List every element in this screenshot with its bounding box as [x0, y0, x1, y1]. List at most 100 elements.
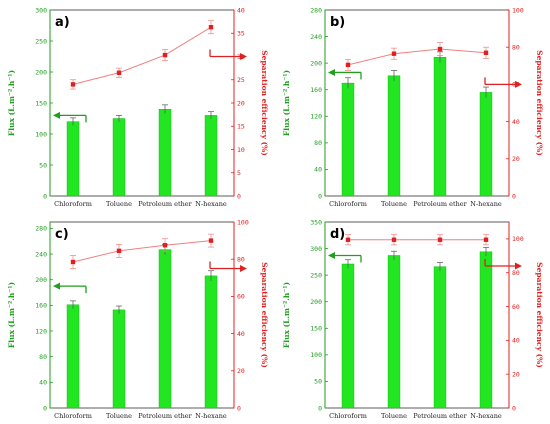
- right-tick-label: 40: [237, 330, 245, 338]
- left-tick-label: 200: [310, 298, 322, 306]
- efficiency-marker: [162, 243, 168, 248]
- x-tick-label: Chloroform: [329, 200, 367, 208]
- left-tick-label: 0: [318, 192, 322, 200]
- flux-bar: [341, 263, 355, 409]
- left-arrowhead: [53, 111, 60, 119]
- left-tick-label: 240: [310, 33, 322, 41]
- left-tick-label: 120: [310, 113, 322, 121]
- left-axis-label: Flux (L.m⁻².h⁻¹): [282, 282, 291, 348]
- flux-bar: [66, 121, 80, 197]
- right-tick-label: 80: [237, 256, 245, 264]
- right-arrowhead: [515, 80, 522, 88]
- right-arrowhead: [240, 53, 247, 60]
- efficiency-marker: [116, 70, 122, 75]
- right-tick-label: 20: [237, 367, 245, 375]
- right-tick-label: 80: [512, 44, 520, 52]
- right-tick-label: 40: [237, 6, 245, 14]
- efficiency-line: [72, 26, 212, 85]
- right-tick-label: 20: [512, 370, 520, 378]
- right-tick-label: 20: [237, 99, 245, 107]
- left-tick-label: 0: [318, 404, 322, 412]
- chart-svg: 0501001502002503000510152025303540Flux (…: [7, 6, 269, 208]
- left-tick-label: 50: [39, 161, 47, 169]
- left-tick-label: 0: [43, 192, 47, 200]
- flux-bar: [479, 92, 493, 197]
- x-tick-label: Chloroform: [54, 200, 92, 208]
- efficiency-line: [347, 48, 487, 66]
- left-arrowhead: [328, 68, 335, 76]
- efficiency-line: [72, 240, 212, 263]
- left-tick-label: 100: [310, 351, 322, 359]
- left-tick-label: 120: [35, 327, 47, 335]
- left-tick-label: 0: [43, 404, 47, 412]
- flux-bar: [433, 266, 447, 409]
- panel-label: d): [330, 227, 345, 242]
- chart-svg: 0 50 100 150 200 250 300 350 0 20 40 60 80 100 Flux (L…: [282, 218, 544, 420]
- left-arrowhead: [328, 251, 335, 259]
- efficiency-marker: [345, 237, 351, 242]
- x-tick-label: Petroleum ether: [413, 200, 467, 208]
- left-tick-label: 150: [35, 99, 47, 107]
- left-tick-label: 280: [310, 6, 322, 14]
- left-tick-label: 200: [310, 59, 322, 67]
- x-tick-label: N-hexane: [470, 200, 502, 208]
- x-tick-label: Toluene: [381, 412, 407, 420]
- right-tick-label: 100: [512, 6, 524, 14]
- panel-label: c): [55, 227, 69, 242]
- flux-bar: [158, 249, 172, 409]
- right-tick-label: 60: [237, 293, 245, 301]
- right-tick-label: 0: [512, 404, 516, 412]
- efficiency-marker: [116, 248, 122, 254]
- flux-bar: [204, 115, 218, 197]
- left-tick-label: 280: [35, 225, 47, 233]
- left-axis-label: Flux (L.m⁻².h⁻¹): [282, 70, 291, 136]
- right-tick-label: 0: [512, 192, 516, 200]
- x-tick-label: N-hexane: [195, 412, 227, 420]
- right-tick-label: 5: [237, 169, 241, 177]
- right-axis-label: Separation efficiency (%): [535, 262, 544, 368]
- right-arrowhead: [240, 265, 247, 272]
- right-tick-label: 10: [237, 146, 245, 154]
- efficiency-marker: [162, 52, 168, 58]
- left-tick-label: 300: [35, 6, 47, 14]
- flux-bar: [387, 75, 401, 197]
- panel-a: 0501001502002503000510152025303540Flux (…: [0, 0, 275, 212]
- x-tick-label: Chloroform: [54, 412, 92, 420]
- panel-d: 0 50 100 150 200 250 300 350 0 20 40 60 80 100 Flux (L…: [275, 212, 550, 424]
- x-tick-label: Petroleum ether: [138, 200, 192, 208]
- flux-bar: [112, 118, 126, 197]
- left-tick-label: 200: [35, 68, 47, 76]
- right-tick-label: 80: [512, 269, 520, 277]
- right-tick-label: 0: [237, 404, 241, 412]
- panel-label: b): [330, 15, 345, 30]
- flux-bar: [158, 108, 172, 197]
- left-tick-label: 300: [310, 245, 322, 253]
- right-tick-label: 20: [512, 155, 520, 163]
- left-tick-label: 160: [35, 302, 47, 310]
- left-tick-label: 250: [310, 271, 322, 279]
- efficiency-marker: [208, 238, 214, 243]
- left-tick-label: 350: [310, 218, 322, 226]
- left-tick-label: 40: [39, 379, 47, 387]
- x-tick-label: Petroleum ether: [138, 412, 192, 420]
- left-tick-label: 200: [35, 276, 47, 284]
- x-tick-label: Toluene: [381, 200, 407, 208]
- left-tick-label: 80: [39, 353, 47, 361]
- right-tick-label: 40: [512, 337, 520, 345]
- right-axis-label: Separation efficiency (%): [535, 50, 544, 156]
- efficiency-marker: [483, 237, 489, 242]
- efficiency-marker: [345, 62, 351, 68]
- x-tick-label: Toluene: [106, 200, 132, 208]
- right-arrowhead: [515, 262, 522, 270]
- flux-bar: [204, 275, 218, 409]
- right-tick-label: 60: [512, 303, 520, 311]
- right-axis-label: Separation efficiency (%): [260, 50, 269, 156]
- left-tick-label: 240: [35, 250, 47, 258]
- x-tick-label: Chloroform: [329, 412, 367, 420]
- left-tick-label: 100: [35, 130, 47, 138]
- left-tick-label: 160: [310, 86, 322, 94]
- right-tick-label: 40: [512, 118, 520, 126]
